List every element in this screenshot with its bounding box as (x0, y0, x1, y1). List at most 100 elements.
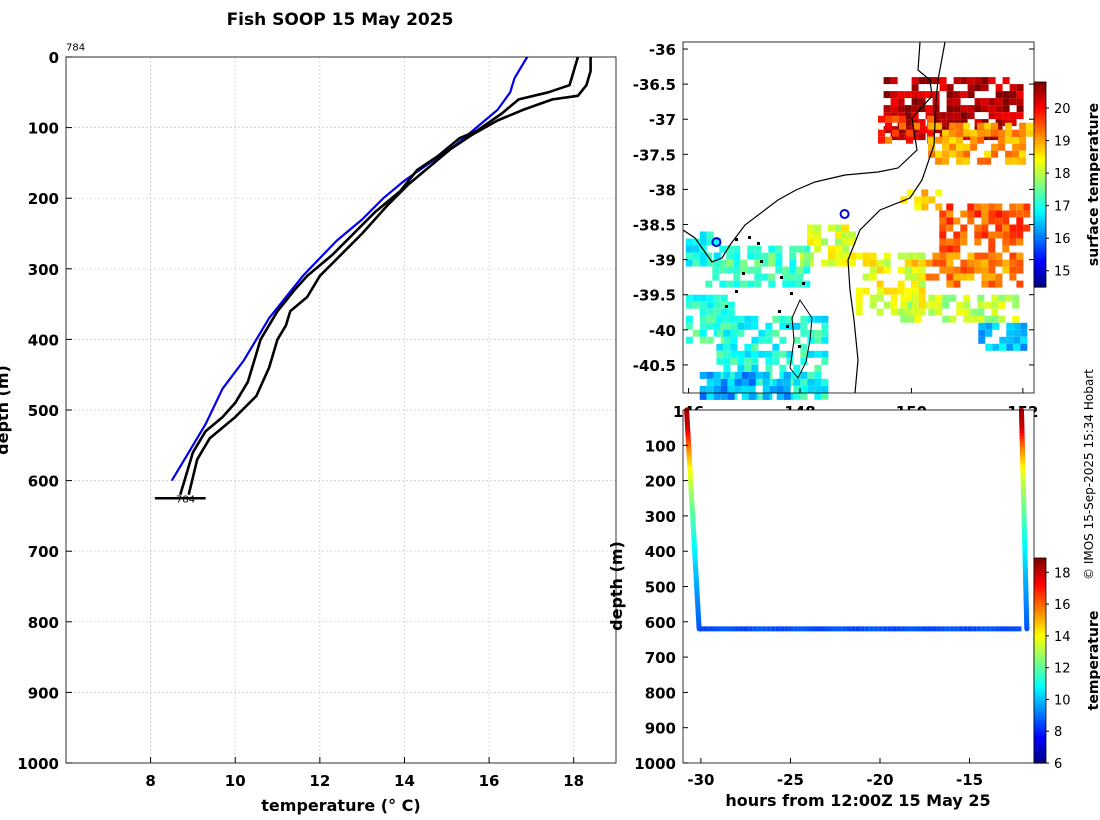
temp-colorbar-segment (1034, 752, 1046, 757)
sst-pixel (953, 91, 961, 99)
sst-pixel (925, 112, 933, 120)
profile-axes-frame (65, 56, 617, 764)
sst-pixel (904, 91, 912, 99)
sst-pixel (1002, 77, 1010, 85)
depth-time-background (683, 410, 1034, 763)
sst-pixel (911, 98, 919, 106)
sst-pixel (772, 343, 780, 351)
sst-pixel (1009, 273, 1017, 281)
temp-colorbar-segment (1034, 739, 1046, 744)
sst-pixel (911, 259, 919, 267)
sst-pixel (744, 322, 752, 330)
profile-y-tick-label: 600 (28, 473, 59, 491)
sst-pixel (1009, 112, 1017, 120)
profile-x-tick-label: 16 (479, 772, 500, 790)
sst-pixel (1002, 238, 1010, 246)
sst-colorbar-segment (1034, 242, 1046, 247)
sst-pixel (779, 322, 787, 330)
sst-pixel (723, 357, 731, 365)
sst-pixel (876, 266, 884, 274)
temp-colorbar-frame (1033, 557, 1047, 764)
sst-colorbar-tick-label: 15 (1054, 265, 1071, 280)
sst-pixel (772, 329, 780, 337)
sst-pixel (685, 315, 693, 323)
sst-pixel (928, 308, 936, 316)
sst-pixel (960, 112, 968, 120)
sst-pixel (762, 392, 770, 400)
sst-pixel (878, 115, 885, 123)
sst-pixel (953, 238, 961, 246)
sst-pixel (981, 280, 989, 288)
sst-pixel (918, 301, 926, 309)
sst-pixel (762, 385, 770, 393)
sst-pixel (789, 266, 797, 274)
sst-pixel (758, 336, 766, 344)
sst-pixel (783, 378, 791, 386)
sst-pixel (932, 259, 940, 267)
sst-pixel (855, 252, 863, 260)
sst-pixel (713, 238, 721, 246)
sst-pixel (991, 301, 999, 309)
sst-pixel (842, 224, 849, 232)
sst-pixel (692, 245, 700, 253)
sst-pixel (821, 315, 829, 323)
sst-pixel (720, 294, 728, 302)
sst-pixel (821, 350, 829, 358)
sst-pixel (999, 336, 1007, 344)
sst-pixel (960, 224, 968, 232)
sst-pixel (967, 203, 975, 211)
sst-colorbar-segment (1034, 259, 1046, 264)
profile-y-tick-label: 700 (28, 543, 59, 561)
sst-pixel (899, 115, 906, 123)
profile-annotation-0: 784 (66, 42, 85, 53)
sst-colorbar-segment (1034, 252, 1046, 257)
profile-x-tick-label: 8 (145, 772, 155, 790)
sst-colorbar-segment (1034, 116, 1046, 121)
sst-pixel (970, 315, 978, 323)
sst-pixel (754, 273, 762, 281)
sst-colorbar-segment (1034, 123, 1046, 128)
sst-pixel (906, 129, 913, 137)
sst-pixel (741, 385, 749, 393)
temp-colorbar-segment (1034, 667, 1046, 672)
sst-pixel (918, 280, 926, 288)
temp-colorbar-segment (1034, 626, 1046, 631)
sst-pixel (842, 259, 849, 267)
profile-y-tick-label: 0 (49, 49, 59, 67)
sst-pixel (1002, 112, 1010, 120)
sst-pixel (783, 385, 791, 393)
sst-pixel (775, 245, 783, 253)
sst-pixel (1009, 224, 1017, 232)
sst-pixel (939, 266, 947, 274)
sst-pixel (1016, 266, 1024, 274)
sst-pixel (995, 210, 1003, 218)
sst-colorbar-segment (1034, 160, 1046, 165)
sst-pixel (807, 238, 814, 246)
map-marker-1 (711, 237, 722, 248)
profile-x-tick-label: 10 (225, 772, 246, 790)
sst-pixel (803, 259, 811, 267)
sst-pixel (942, 143, 950, 151)
map-y-tick-label: -40 (649, 322, 676, 340)
sst-colorbar-segment (1034, 187, 1046, 192)
sst-pixel (900, 301, 908, 309)
sst-pixel (1013, 322, 1021, 330)
coastline-islet (735, 290, 738, 293)
sst-pixel (800, 322, 808, 330)
sst-pixel (900, 294, 908, 302)
sst-pixel (835, 252, 842, 260)
sst-pixel (814, 350, 822, 358)
sst-colorbar-segment (1034, 276, 1046, 281)
sst-pixel (685, 336, 693, 344)
temp-colorbar-tick-label: 12 (1054, 662, 1071, 677)
temp-colorbar-segment (1034, 728, 1046, 733)
sst-pixel (918, 91, 926, 99)
sst-pixel (960, 91, 968, 99)
temp-colorbar-segment (1034, 646, 1046, 651)
sst-pixel (995, 126, 1003, 134)
sst-pixel (800, 315, 808, 323)
sst-pixel (769, 385, 777, 393)
sst-pixel (828, 245, 835, 253)
sst-pixel (716, 350, 724, 358)
sst-pixel (995, 259, 1003, 267)
